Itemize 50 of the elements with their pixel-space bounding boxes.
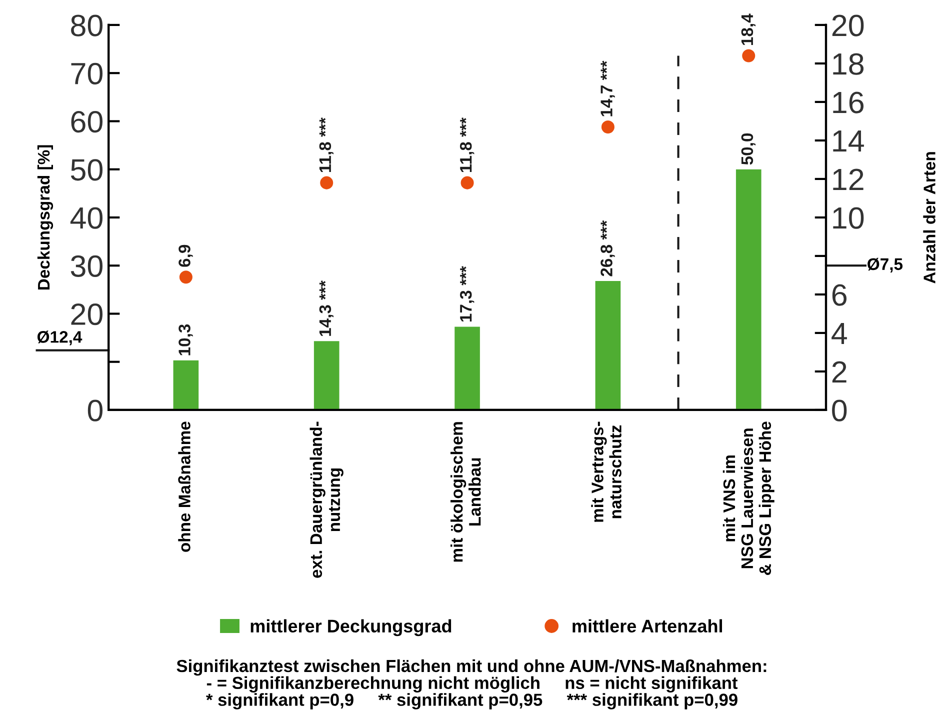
- data-label: 26,8 ***: [600, 220, 615, 276]
- y2-tick-label: 4: [832, 323, 847, 344]
- point: [320, 176, 334, 190]
- data-label: 14,7 ***: [600, 60, 615, 116]
- point: [601, 120, 614, 134]
- bar: [173, 360, 199, 410]
- y2-tick-label: 0: [832, 400, 847, 422]
- data-label: 6,9: [178, 244, 193, 267]
- x-tick-label: mit ökologischem Landbau: [450, 422, 481, 562]
- legend-label: mittlere Artenzahl: [572, 619, 722, 632]
- y-tick-label: 30: [70, 255, 103, 277]
- x-tick-label: ext. Dauergrünland- nutzung: [310, 422, 344, 578]
- data-label: 17,3 ***: [460, 266, 474, 322]
- y2-tick-label: 6: [832, 284, 847, 306]
- data-label: 11,8 ***: [460, 118, 474, 172]
- bar: [454, 326, 480, 410]
- point: [460, 176, 474, 190]
- data-label: 11,8 ***: [319, 118, 334, 172]
- y-axis-title: Deckungsgrad [%]: [37, 145, 54, 290]
- x-tick-label: ohne Maßnahme: [178, 422, 190, 552]
- x-tick-label: mit Vertrags- naturschutz: [591, 422, 622, 522]
- y2-tick-label: 18: [833, 53, 864, 75]
- y2-tick-label: 16: [833, 92, 864, 114]
- data-label: 50,0: [741, 133, 756, 165]
- bar: [314, 341, 340, 410]
- y2-tick-label: 20: [832, 14, 864, 36]
- y-tick-label: 60: [71, 110, 103, 133]
- y2-tick-label: 12: [833, 168, 864, 190]
- ref-line-label: Ø7,5: [868, 258, 903, 272]
- text: Signifikanztest zwischen Flächen mit und ohne AUM-/VNS-Maßnahmen: - = Signifikanzberechnung nicht möglich ns = nicht signifikant * signifikant p=0,9 ** signifikant p=0,95 *** signifikant p=0,99: [176, 659, 766, 710]
- point: [742, 49, 756, 62]
- y-tick-label: 40: [70, 207, 103, 229]
- y-tick-label: 0: [88, 400, 103, 422]
- legend-label: mittlerer Deckungsgrad: [250, 619, 452, 636]
- bar: [595, 280, 621, 410]
- y2-axis-title: Anzahl der Arten: [923, 152, 936, 284]
- y2-tick-label: 14: [833, 130, 864, 152]
- y-tick-label: 50: [70, 159, 103, 181]
- y-tick-label: 80: [71, 14, 103, 36]
- ref-line-label: Ø12,4: [38, 330, 82, 346]
- data-label: 10,3: [178, 324, 193, 356]
- y-tick-label: 70: [71, 62, 103, 84]
- y2-tick-label: 2: [832, 361, 846, 383]
- data-label: 14,3 ***: [319, 280, 334, 336]
- y-tick-label: 20: [71, 303, 103, 326]
- point: [179, 270, 192, 284]
- bar: [736, 169, 762, 410]
- y2-tick-label: 10: [833, 207, 864, 229]
- data-label: 18,4: [741, 14, 756, 45]
- x-tick-label: mit VNS im NSG Lauerwiesen & NSG Lipper Höhe: [722, 422, 774, 575]
